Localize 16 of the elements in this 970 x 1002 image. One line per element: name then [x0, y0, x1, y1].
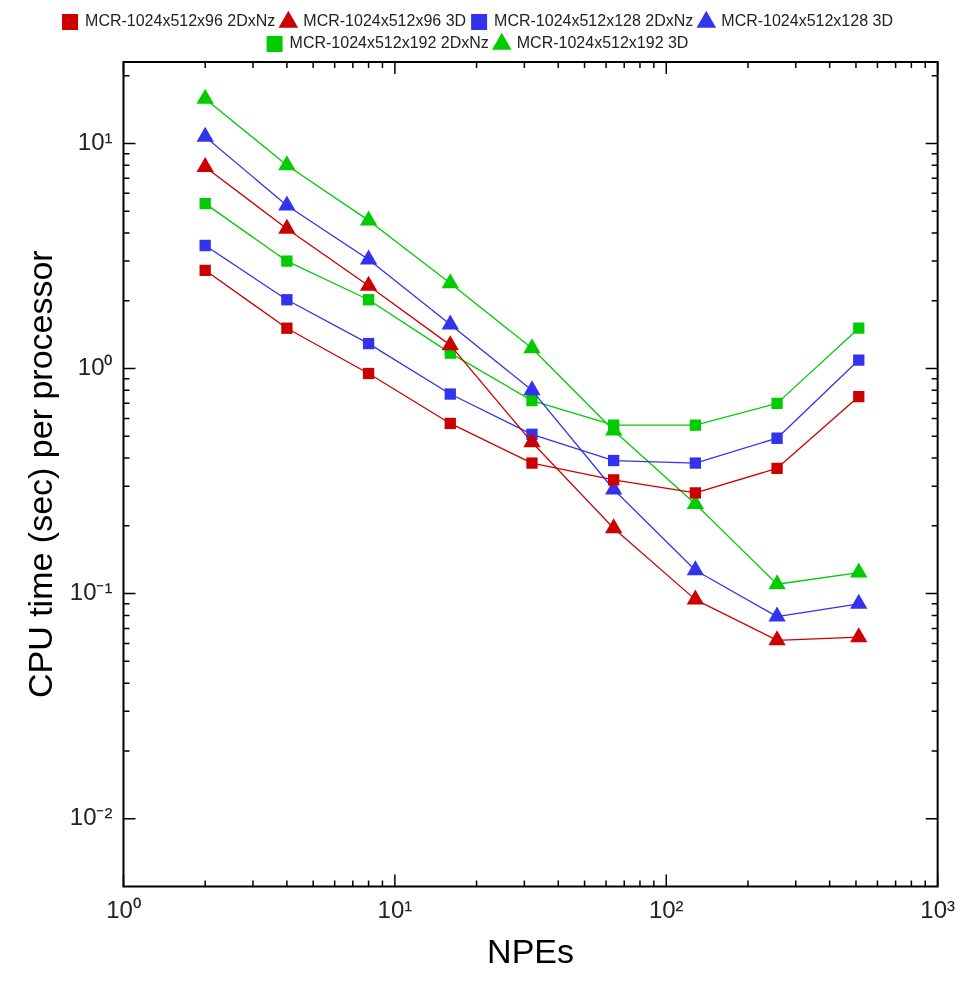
y-tick-label: 10¹: [77, 128, 113, 156]
y-tick-label: 10⁻²: [69, 803, 113, 831]
x-tick-label: 10³: [920, 896, 956, 924]
x-tick-label: 10²: [648, 896, 684, 924]
legend-label: MCR-1024x512x96 3D: [303, 12, 467, 30]
legend-label: MCR-1024x512x128 3D: [721, 12, 893, 30]
y-tick-label: 10⁻¹: [69, 578, 113, 606]
legend-label: MCR-1024x512x192 3D: [516, 34, 689, 52]
x-tick-label: 10¹: [377, 896, 413, 924]
legend-label: MCR-1024x512x128 2DxNz: [494, 12, 694, 30]
x-tick-label: 10⁰: [106, 896, 141, 924]
legend-label: MCR-1024x512x96 2DxNz: [85, 12, 276, 30]
legend-label: MCR-1024x512x192 2DxNz: [289, 34, 489, 52]
x-axis-title: NPEs: [487, 931, 575, 970]
y-tick-label: 10⁰: [77, 353, 113, 381]
y-axis-title: CPU time (sec) per processor: [20, 250, 59, 699]
